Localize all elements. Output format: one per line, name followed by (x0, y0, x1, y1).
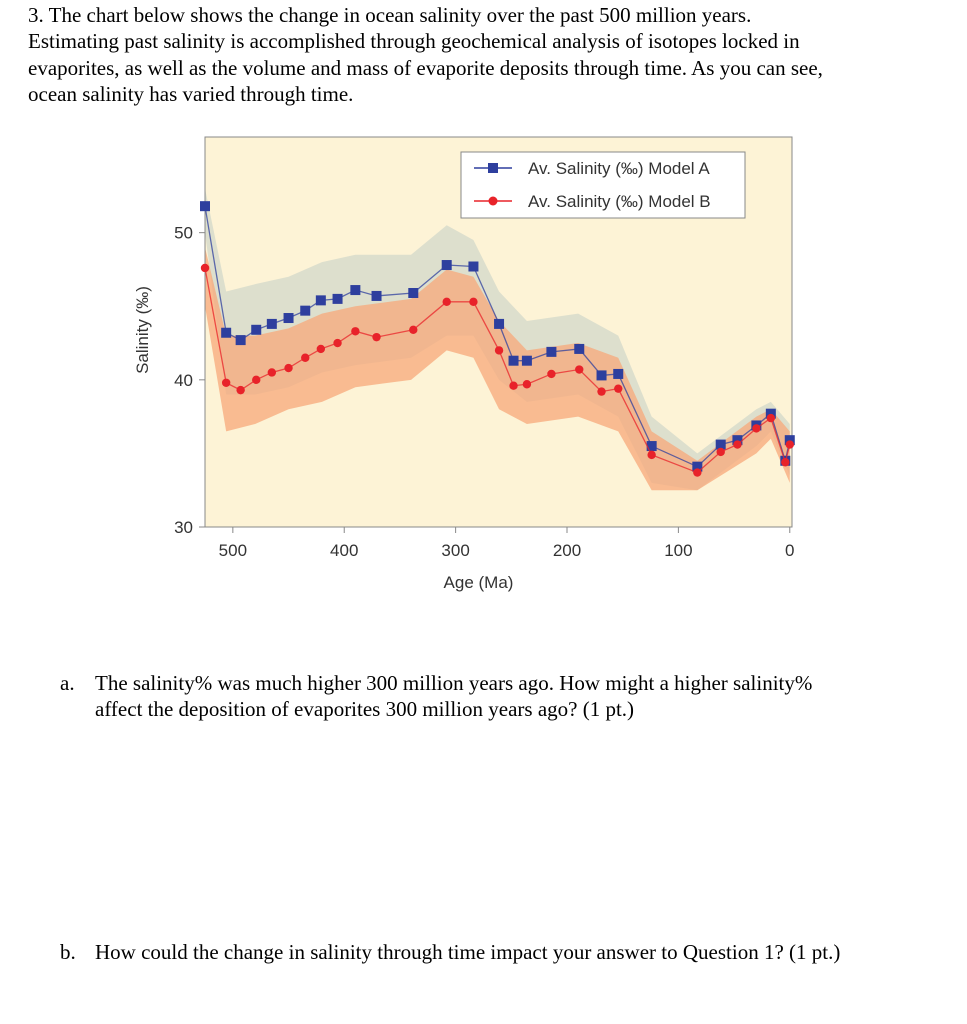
x-tick-label: 0 (785, 541, 794, 560)
data-point (732, 435, 743, 446)
data-point (765, 408, 776, 419)
data-point (441, 260, 452, 271)
question-label: b. (60, 940, 76, 964)
x-tick-label: 200 (553, 541, 581, 560)
y-tick-label: 50 (174, 224, 193, 243)
data-point (613, 368, 624, 379)
data-point (350, 285, 361, 296)
data-point (333, 338, 342, 348)
x-tick-label: 300 (441, 541, 469, 560)
data-point (521, 355, 532, 366)
data-point (693, 468, 702, 477)
data-point (692, 461, 703, 472)
question-text: The salinity% was much higher 300 millio… (95, 671, 812, 695)
data-point (442, 297, 451, 307)
intro-line: evaporites, as well as the volume and ma… (28, 56, 823, 80)
data-point (315, 295, 326, 306)
intro-line: Estimating past salinity is accomplished… (28, 29, 800, 53)
data-point (283, 313, 294, 324)
data-point (221, 327, 232, 338)
data-point (332, 293, 343, 304)
data-point (236, 385, 245, 395)
data-point (546, 346, 557, 357)
data-point (372, 332, 381, 342)
data-point (300, 305, 311, 316)
data-point (494, 346, 504, 355)
legend-label: Av. Salinity (‰) Model B (528, 192, 711, 211)
data-point (781, 458, 790, 467)
x-axis-title: Age (Ma) (444, 573, 514, 592)
chart: 30 40 50 500 400 300 200 100 0 Age (Ma) Salinity (… (133, 136, 795, 592)
data-point (371, 290, 382, 301)
legend-marker (488, 163, 498, 173)
y-axis-title: Salinity (‰) (133, 286, 152, 374)
data-point (575, 365, 584, 374)
data-point (251, 324, 262, 335)
y-tick-label: 30 (174, 518, 193, 537)
question-text: affect the deposition of evaporites 300 … (95, 697, 634, 721)
x-tick-label: 500 (219, 541, 247, 560)
data-point (200, 201, 210, 212)
y-tick-label: 40 (174, 371, 193, 390)
data-point (252, 375, 261, 385)
legend-label: Av. Salinity (‰) Model A (528, 159, 710, 178)
data-point (409, 325, 418, 334)
data-point (614, 384, 623, 393)
intro-line: ocean salinity has varied through time. (28, 82, 353, 106)
data-point (266, 318, 277, 329)
data-point (733, 440, 742, 449)
data-point (494, 318, 505, 329)
question-text: How could the change in salinity through… (95, 940, 840, 964)
data-point (301, 353, 310, 362)
data-point (597, 387, 606, 396)
data-point (784, 435, 795, 446)
data-point (351, 327, 360, 336)
data-point (596, 370, 607, 381)
data-point (200, 263, 210, 273)
data-point (766, 413, 776, 423)
data-point (752, 424, 761, 433)
data-point (284, 363, 293, 373)
data-point (785, 440, 794, 449)
x-tick-label: 400 (330, 541, 358, 560)
plot-frame (204, 136, 793, 528)
data-point (547, 369, 556, 379)
data-point (715, 439, 726, 450)
data-point (647, 450, 656, 460)
x-tick-label: 100 (664, 541, 692, 560)
legend-marker (488, 196, 498, 206)
data-point (574, 343, 585, 354)
data-point (408, 288, 419, 298)
data-point (522, 380, 532, 389)
data-point (509, 381, 518, 390)
data-point (716, 447, 725, 457)
data-point (469, 297, 478, 307)
question-label: a. (60, 671, 75, 695)
data-point (267, 368, 277, 377)
data-point (221, 378, 231, 387)
data-point (235, 335, 246, 346)
data-point (508, 355, 519, 366)
data-point (316, 344, 326, 354)
data-point (468, 261, 479, 272)
intro-line: 3. The chart below shows the change in o… (28, 3, 751, 27)
data-point (646, 441, 657, 452)
legend-box (460, 151, 746, 219)
